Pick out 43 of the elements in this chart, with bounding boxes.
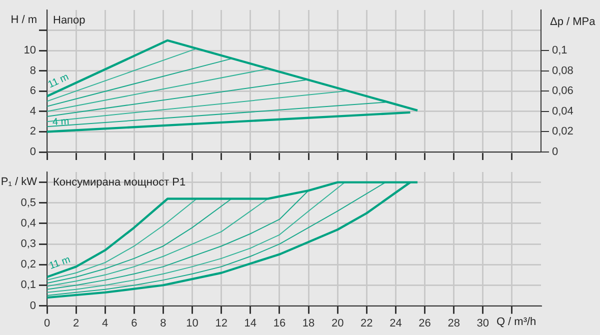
y2-tick-label: 0,1 <box>552 44 568 57</box>
y2-tick-label: 0 <box>552 146 558 158</box>
x-tick-label: 16 <box>273 317 286 330</box>
y-tick-label: 0,2 <box>20 258 36 271</box>
y-tick-label: 0 <box>30 300 36 312</box>
x-tick-label: 30 <box>476 317 490 330</box>
text: 11 m <box>48 254 72 272</box>
y2-tick-label: 0,02 <box>552 126 574 138</box>
x-tick-label: 20 <box>331 317 344 330</box>
y-tick-label: 8 <box>30 64 36 77</box>
y-axis-title: H / m <box>10 14 37 26</box>
x-tick-label: 12 <box>215 317 228 330</box>
series-label: 4 m <box>52 116 70 128</box>
chart-title: Консумирана мощност P1 <box>53 176 186 189</box>
y2-axis-title: Δp / MPa <box>550 16 596 28</box>
x-tick-label: 6 <box>131 317 138 330</box>
y-tick-label: 0,5 <box>20 196 36 209</box>
x-tick-label: 10 <box>186 317 198 330</box>
y-tick-label: 0,3 <box>20 238 36 250</box>
x-tick-label: 26 <box>418 317 431 330</box>
x-tick-label: 0 <box>44 317 50 330</box>
x-tick-label: 4 <box>102 317 108 330</box>
y2-tick-label: 0,08 <box>552 64 574 77</box>
y-tick-label: 4 <box>30 105 36 118</box>
y-tick-label: 0,1 <box>20 279 36 292</box>
x-axis-title: Q / m³/h <box>496 316 536 328</box>
y-tick-label: 2 <box>30 126 36 138</box>
x-tick-label: 14 <box>244 317 257 330</box>
x-tick-label: 24 <box>390 317 402 330</box>
y-tick-label: 6 <box>30 85 36 98</box>
y2-tick-label: 0,04 <box>552 105 574 118</box>
text: 11 m <box>46 72 71 91</box>
x-tick-label: 8 <box>160 317 166 330</box>
x-tick-label: 22 <box>360 317 373 330</box>
y-tick-label: 0 <box>30 146 36 158</box>
y-tick-label: 10 <box>24 44 36 57</box>
y2-tick-label: 0,06 <box>552 85 574 98</box>
x-tick-label: 18 <box>302 317 315 330</box>
x-tick-label: 28 <box>448 317 460 330</box>
y-axis-title: P₁ / kW <box>0 176 38 188</box>
x-tick-label: 2 <box>72 317 80 330</box>
y-tick-label: 0,4 <box>20 217 36 230</box>
chart-title: Напор <box>53 14 86 27</box>
